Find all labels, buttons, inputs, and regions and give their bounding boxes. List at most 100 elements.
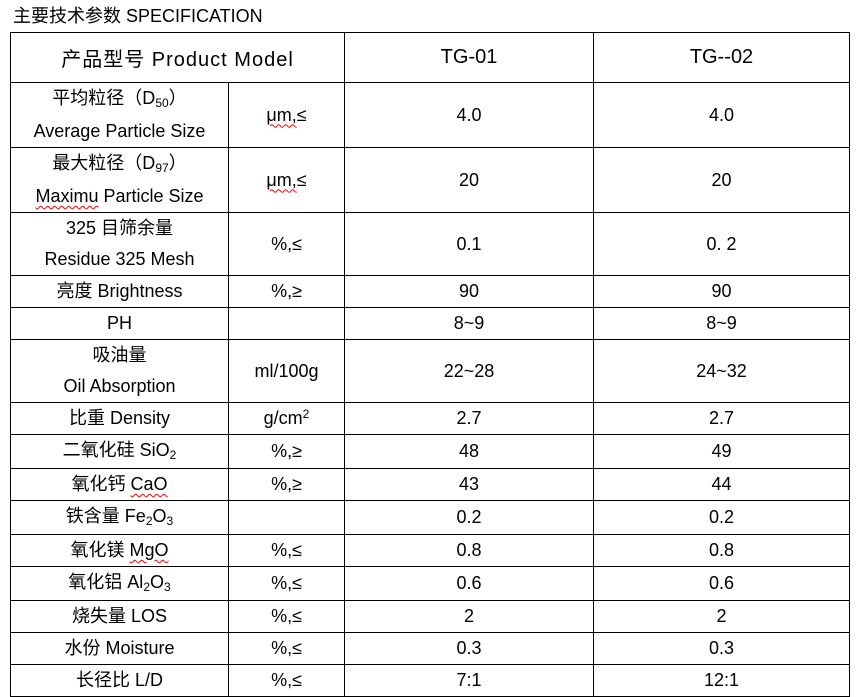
param-label-cell: 325 目筛余量 Residue 325 Mesh [10,212,229,276]
param-label-line: 铁含量 Fe2O3 [65,506,174,528]
tg01-value-cell: 2.7 [344,402,595,435]
tg01-value-cell: 2 [344,600,595,633]
param-label-cell: 氧化铝 Al2O3 [10,566,229,601]
table-row: 亮度 Brightness %,≥ 90 90 [10,275,851,308]
spellcheck-underline: MgO [129,540,169,560]
unit-cell: μm,≤ [227,147,346,213]
unit-cell: %,≥ [227,434,346,469]
unit-cell: %,≤ [227,212,346,276]
table-row: 铁含量 Fe2O3 0.2 0.2 [10,500,851,535]
tg02-value-cell: 90 [593,275,851,308]
tg02-value-cell: 0. 2 [593,212,851,276]
unit-cell: μm,≤ [227,82,346,148]
product-model-header-cell: 产品型号 Product Model [9,32,346,83]
spellcheck-underline: μm, [266,104,297,125]
unit-cell: g/cm2 [227,402,346,435]
spellcheck-underline: μm, [266,169,297,190]
tg02-value-cell: 4.0 [593,82,851,148]
param-label-line: Residue 325 Mesh [44,249,195,269]
param-label-line: 平均粒径（D50） [52,88,187,110]
unit-cell: %,≥ [227,468,346,501]
unit-cell [227,307,346,340]
unit-cell: ml/100g [227,339,346,403]
param-label-cell: 二氧化硅 SiO2 [10,434,229,469]
param-label-cell: 烧失量 LOS [10,600,229,633]
param-label-cell: 亮度 Brightness [10,275,229,308]
unit-cell: %,≥ [227,275,346,308]
table-row: 氧化铝 Al2O3 %,≤ 0.6 0.6 [10,566,851,601]
table-row: 325 目筛余量 Residue 325 Mesh %,≤ 0.1 0. 2 [10,212,851,276]
tg01-value-cell: 8~9 [344,307,595,340]
param-label-line: Maximu Particle Size [35,186,204,206]
tg01-value-cell: 43 [344,468,595,501]
param-label-line: 吸油量 [92,345,147,365]
tg01-value-cell: 7:1 [344,664,595,697]
tg02-value-cell: 2.7 [593,402,851,435]
tg01-value-cell: 0.3 [344,632,595,665]
tg02-value-cell: 44 [593,468,851,501]
param-label-line: 烧失量 LOS [71,606,168,626]
tg01-value-cell: 22~28 [344,339,595,403]
table-row: 吸油量 Oil Absorption ml/100g 22~28 24~32 [10,339,851,403]
tg01-value-cell: 0.8 [344,534,595,567]
tg01-value-cell: 20 [344,147,595,213]
tg01-value-cell: 90 [344,275,595,308]
tg01-value-cell: 0.1 [344,212,595,276]
table-row: 烧失量 LOS %,≤ 2 2 [10,600,851,633]
param-label-cell: 吸油量 Oil Absorption [10,339,229,403]
unit-cell [227,500,346,535]
tg01-value-cell: 0.6 [344,566,595,601]
unit-cell: %,≤ [227,566,346,601]
param-label-cell: 平均粒径（D50） Average Particle Size [10,82,229,148]
param-label-cell: 长径比 L/D [10,664,229,697]
unit-cell: %,≤ [227,534,346,567]
tg01-value-cell: 48 [344,434,595,469]
param-label-line: Average Particle Size [33,121,206,141]
tg02-value-cell: 12:1 [593,664,851,697]
param-label-line: 长径比 L/D [75,670,163,690]
param-label-line: 水份 Moisture [64,638,175,658]
table-row: 氧化镁 MgO %,≤ 0.8 0.8 [10,534,851,567]
unit-cell: %,≤ [227,600,346,633]
table-row: 最大粒径（D97） Maximu Particle Size μm,≤ 20 20 [10,147,851,213]
spellcheck-underline: CaO [130,474,168,494]
unit-cell: %,≤ [227,632,346,665]
param-label-cell: 最大粒径（D97） Maximu Particle Size [10,147,229,213]
spellcheck-underline: Maximu [35,186,99,206]
spec-table-body: 产品型号 Product Model TG-01 TG--02 平均粒径（D50… [9,32,851,697]
param-label-cell: PH [10,307,229,340]
param-label-line: Oil Absorption [63,376,176,396]
param-label-line: 氧化铝 Al2O3 [68,572,171,594]
param-label-line: 比重 Density [68,408,171,428]
table-row: 二氧化硅 SiO2 %,≥ 48 49 [10,434,851,469]
param-label-line: 氧化钙 CaO [71,474,168,494]
table-row: 长径比 L/D %,≤ 7:1 12:1 [10,664,851,697]
tg01-column-header-cell: TG-01 [344,32,595,83]
tg02-value-cell: 2 [593,600,851,633]
page-title: 主要技术参数 SPECIFICATION [13,6,263,26]
param-label-line: PH [106,313,132,333]
table-row: 平均粒径（D50） Average Particle Size μm,≤ 4.0 4.0 [10,82,851,148]
tg02-value-cell: 0.3 [593,632,851,665]
tg01-value-cell: 4.0 [344,82,595,148]
param-label-cell: 氧化镁 MgO [10,534,229,567]
table-row: 氧化钙 CaO %,≥ 43 44 [10,468,851,501]
table-row: 水份 Moisture %,≤ 0.3 0.3 [10,632,851,665]
param-label-cell: 水份 Moisture [10,632,229,665]
param-label-cell: 比重 Density [10,402,229,435]
param-label-line: 氧化镁 MgO [70,540,169,560]
param-label-line: 最大粒径（D97） [52,153,187,175]
param-label-line: 亮度 Brightness [56,281,183,301]
param-label-cell: 铁含量 Fe2O3 [10,500,229,535]
tg02-value-cell: 49 [593,434,851,469]
param-label-cell: 氧化钙 CaO [10,468,229,501]
tg02-column-header-cell: TG--02 [593,32,851,83]
table-row: 比重 Density g/cm2 2.7 2.7 [10,402,851,435]
param-label-line: 二氧化硅 SiO2 [62,440,177,462]
tg02-value-cell: 8~9 [593,307,851,340]
unit-cell: %,≤ [227,664,346,697]
tg02-value-cell: 24~32 [593,339,851,403]
spec-table: 产品型号 Product Model TG-01 TG--02 平均粒径（D50… [9,32,851,697]
tg02-value-cell: 0.8 [593,534,851,567]
